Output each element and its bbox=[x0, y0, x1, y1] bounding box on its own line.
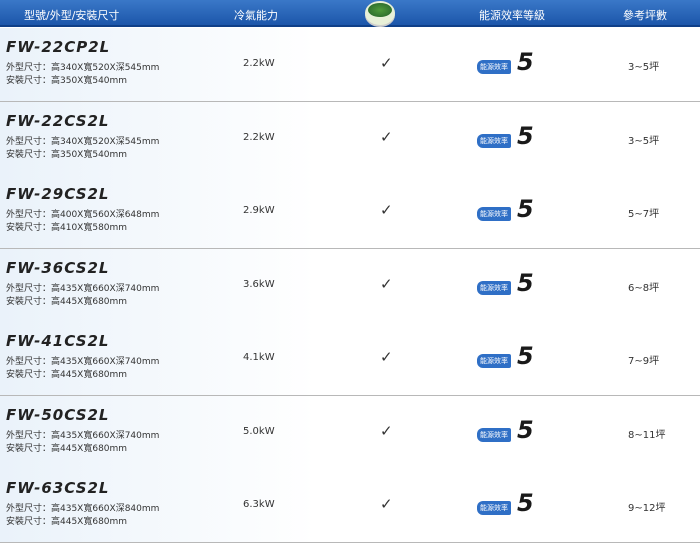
model-name: FW-63CS2L bbox=[6, 479, 110, 497]
install-dimensions: 安裝尺寸：高445X寬680mm bbox=[6, 443, 128, 454]
model-name: FW-41CS2L bbox=[6, 332, 110, 350]
outer-dimensions: 外型尺寸：高435X寬660X深740mm bbox=[6, 430, 160, 441]
model-name: FW-22CP2L bbox=[6, 38, 111, 56]
cooling-capacity: 2.2kW bbox=[243, 58, 275, 69]
cooling-capacity: 3.6kW bbox=[243, 278, 275, 290]
energy-grade: 5 bbox=[517, 415, 534, 444]
check-icon: ✓ bbox=[380, 348, 393, 366]
install-dimensions: 安裝尺寸：高350X寬540mm bbox=[6, 76, 128, 86]
cooling-capacity: 4.1kW bbox=[243, 352, 275, 363]
reference-area: 6~8坪 bbox=[628, 282, 660, 294]
install-dimensions: 安裝尺寸：高410X寬580mm bbox=[6, 223, 128, 233]
green-logo-icon bbox=[365, 1, 395, 25]
energy-grade: 5 bbox=[517, 342, 534, 370]
check-icon: ✓ bbox=[380, 127, 393, 146]
table-row: FW-41CS2L 外型尺寸：高435X寬660X深740mm 安裝尺寸：高44… bbox=[0, 322, 700, 396]
outer-dimensions: 外型尺寸：高400X寬560X深648mm bbox=[6, 210, 160, 220]
outer-dimensions: 外型尺寸：高435X寬660X深740mm bbox=[6, 283, 160, 294]
outer-dimensions: 外型尺寸：高340X寬520X深545mm bbox=[6, 63, 160, 73]
energy-efficiency-badge: 能源效率 bbox=[477, 354, 511, 368]
outer-dimensions: 外型尺寸：高435X寬660X深740mm bbox=[6, 357, 160, 367]
energy-efficiency-badge: 能源效率 bbox=[477, 427, 511, 442]
energy-efficiency-badge: 能源效率 bbox=[477, 60, 511, 74]
install-dimensions: 安裝尺寸：高445X寬680mm bbox=[6, 296, 128, 307]
install-dimensions: 安裝尺寸：高350X寬540mm bbox=[6, 149, 128, 160]
model-name: FW-50CS2L bbox=[6, 405, 110, 424]
energy-efficiency-badge: 能源效率 bbox=[477, 280, 511, 295]
table-row: FW-22CS2L 外型尺寸：高340X寬520X深545mm 安裝尺寸：高35… bbox=[0, 101, 700, 176]
reference-area: 5~7坪 bbox=[628, 209, 660, 220]
check-icon: ✓ bbox=[380, 274, 393, 293]
energy-efficiency-badge: 能源效率 bbox=[477, 501, 511, 515]
check-icon: ✓ bbox=[380, 201, 393, 219]
header-model: 型號/外型/安裝尺寸 bbox=[24, 9, 120, 22]
energy-grade: 5 bbox=[517, 48, 534, 76]
check-icon: ✓ bbox=[380, 495, 393, 513]
cooling-capacity: 6.3kW bbox=[243, 499, 275, 510]
model-name: FW-22CS2L bbox=[6, 111, 110, 130]
reference-area: 9~12坪 bbox=[628, 503, 666, 514]
reference-area: 7~9坪 bbox=[628, 356, 660, 367]
energy-grade: 5 bbox=[517, 195, 534, 223]
header-capacity: 冷氣能力 bbox=[234, 9, 278, 22]
table-header: 型號/外型/安裝尺寸 冷氣能力 能源效率等級 參考坪數 bbox=[0, 0, 700, 27]
check-icon: ✓ bbox=[380, 54, 393, 72]
energy-grade: 5 bbox=[517, 489, 534, 517]
install-dimensions: 安裝尺寸：高445X寬680mm bbox=[6, 370, 128, 380]
reference-area: 8~11坪 bbox=[628, 429, 666, 441]
table-row: FW-36CS2L 外型尺寸：高435X寬660X深740mm 安裝尺寸：高44… bbox=[0, 248, 700, 323]
cooling-capacity: 2.2kW bbox=[243, 131, 275, 143]
energy-efficiency-badge: 能源效率 bbox=[477, 133, 511, 148]
header-area: 參考坪數 bbox=[623, 9, 667, 22]
outer-dimensions: 外型尺寸：高435X寬660X深840mm bbox=[6, 504, 160, 514]
outer-dimensions: 外型尺寸：高340X寬520X深545mm bbox=[6, 136, 160, 147]
install-dimensions: 安裝尺寸：高445X寬680mm bbox=[6, 517, 128, 527]
model-name: FW-36CS2L bbox=[6, 258, 110, 277]
cooling-capacity: 5.0kW bbox=[243, 425, 275, 437]
table-row: FW-29CS2L 外型尺寸：高400X寬560X深648mm 安裝尺寸：高41… bbox=[0, 175, 700, 249]
table-row: FW-22CP2L 外型尺寸：高340X寬520X深545mm 安裝尺寸：高35… bbox=[0, 28, 700, 102]
cooling-capacity: 2.9kW bbox=[243, 205, 275, 216]
energy-grade: 5 bbox=[517, 268, 534, 297]
check-icon: ✓ bbox=[380, 421, 393, 440]
table-row: FW-63CS2L 外型尺寸：高435X寬660X深840mm 安裝尺寸：高44… bbox=[0, 469, 700, 543]
energy-efficiency-badge: 能源效率 bbox=[477, 207, 511, 221]
table-row: FW-50CS2L 外型尺寸：高435X寬660X深740mm 安裝尺寸：高44… bbox=[0, 395, 700, 470]
energy-grade: 5 bbox=[517, 121, 534, 150]
reference-area: 3~5坪 bbox=[628, 135, 660, 147]
reference-area: 3~5坪 bbox=[628, 62, 660, 73]
header-energy-grade: 能源效率等級 bbox=[479, 9, 545, 22]
model-name: FW-29CS2L bbox=[6, 185, 110, 203]
